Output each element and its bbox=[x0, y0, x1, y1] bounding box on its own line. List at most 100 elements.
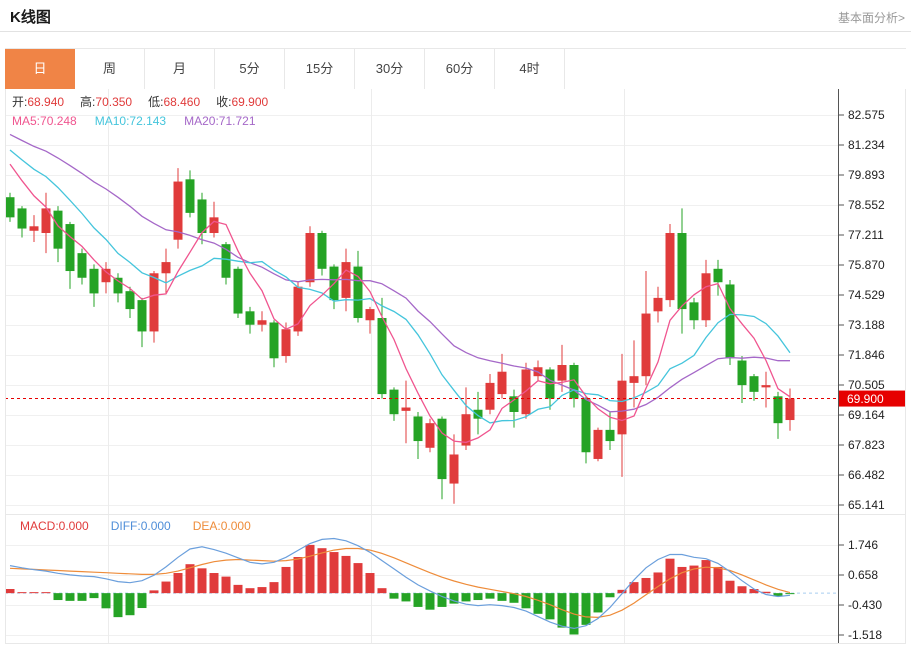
macd-bar bbox=[497, 593, 507, 601]
macd-bar bbox=[245, 588, 255, 594]
macd-bar bbox=[425, 593, 435, 610]
diff-line bbox=[9, 537, 791, 630]
macd-bar bbox=[773, 593, 783, 597]
legend-value: 71.721 bbox=[218, 114, 256, 128]
legend-label: 开: bbox=[12, 95, 28, 109]
ma20-line bbox=[9, 133, 790, 413]
candle-body bbox=[209, 217, 219, 234]
ma-legend: MA5:70.248 MA10:72.143 MA20:71.721 bbox=[12, 114, 256, 128]
candle-body bbox=[605, 429, 615, 442]
candle-body bbox=[173, 181, 183, 240]
candle-body bbox=[593, 429, 603, 459]
legend-value: 0.000 bbox=[220, 519, 251, 533]
macd-bar bbox=[341, 555, 351, 594]
legend-label: MA10: bbox=[94, 114, 130, 128]
macd-bar bbox=[485, 593, 495, 599]
tab-period-2[interactable]: 月 bbox=[145, 49, 215, 89]
candle-body bbox=[485, 382, 495, 410]
axis-tick-label: -1.518 bbox=[848, 628, 882, 642]
axis-tick-label: 75.870 bbox=[848, 258, 885, 272]
legend-item: MA5:70.248 bbox=[12, 114, 77, 128]
macd-bar bbox=[665, 558, 675, 594]
tab-period-1[interactable]: 周 bbox=[75, 49, 145, 89]
candle-body bbox=[317, 233, 327, 269]
macd-bar bbox=[161, 581, 171, 594]
legend-label: DEA: bbox=[192, 519, 221, 533]
tab-period-6[interactable]: 60分 bbox=[425, 49, 495, 89]
page-title: K线图 bbox=[10, 9, 51, 26]
candle-body bbox=[665, 233, 675, 301]
macd-bar bbox=[581, 593, 591, 625]
legend-item: MA20:71.721 bbox=[184, 114, 255, 128]
candle-body bbox=[749, 376, 759, 392]
legend-item: DIFF:0.000 bbox=[111, 519, 171, 533]
tab-period-5[interactable]: 30分 bbox=[355, 49, 425, 89]
tab-period-7[interactable]: 4时 bbox=[495, 49, 565, 89]
axis-tick-label: 65.141 bbox=[848, 498, 885, 512]
legend-value: 70.248 bbox=[40, 114, 77, 128]
candle-body bbox=[233, 268, 243, 314]
axis-tick-label: 81.234 bbox=[848, 138, 885, 152]
axis-tick-label: 73.188 bbox=[848, 318, 885, 332]
fundamental-analysis-link[interactable]: 基本面分析> bbox=[837, 11, 905, 25]
macd-bar bbox=[449, 593, 459, 604]
candle-body bbox=[413, 416, 423, 442]
macd-bar bbox=[197, 568, 207, 594]
macd-bar bbox=[389, 593, 399, 599]
macd-bar bbox=[89, 593, 99, 599]
candle-body bbox=[17, 208, 27, 229]
panel-borders: 82.575 81.234 79.893 78.552 77.211 75.870 74.5… bbox=[5, 88, 906, 644]
macd-bar bbox=[593, 593, 603, 613]
macd-bar bbox=[725, 580, 735, 594]
candle-body bbox=[77, 253, 87, 278]
candle-body bbox=[137, 300, 147, 332]
macd-bar bbox=[413, 593, 423, 607]
macd-bar bbox=[761, 591, 771, 594]
macd-bar bbox=[365, 573, 375, 594]
candle-body bbox=[737, 360, 747, 386]
tab-period-3[interactable]: 5分 bbox=[215, 49, 285, 89]
candle-body bbox=[281, 329, 291, 357]
macd-bar bbox=[785, 593, 795, 595]
tab-period-4[interactable]: 15分 bbox=[285, 49, 355, 89]
axis-tick-label: 82.575 bbox=[848, 108, 885, 122]
macd-bar bbox=[17, 592, 27, 594]
legend-item: DEA:0.000 bbox=[193, 519, 251, 533]
candle-body bbox=[101, 268, 111, 283]
dea-line bbox=[9, 547, 791, 619]
legend-label: 收: bbox=[216, 95, 232, 109]
candle-body bbox=[437, 418, 447, 480]
macd-bar bbox=[461, 593, 471, 602]
axis-tick-label: 66.482 bbox=[848, 468, 885, 482]
legend-label: MA5: bbox=[12, 114, 41, 128]
candle-body bbox=[65, 224, 75, 272]
candle-body bbox=[29, 226, 39, 231]
candle-body bbox=[269, 322, 279, 359]
candle-body bbox=[365, 309, 375, 321]
macd-bar bbox=[257, 587, 267, 594]
candle-body bbox=[701, 273, 711, 321]
gridlines bbox=[5, 88, 838, 643]
candle-body bbox=[257, 320, 267, 325]
legend-value: 0.000 bbox=[58, 519, 89, 533]
macd-bar bbox=[545, 593, 555, 620]
macd-bar bbox=[401, 593, 411, 602]
candle-body bbox=[293, 286, 303, 332]
tab-period-0[interactable]: 日 bbox=[5, 49, 75, 89]
ma10-line bbox=[9, 149, 791, 424]
axis-tick-label: 74.529 bbox=[848, 288, 885, 302]
candle-body bbox=[497, 371, 507, 395]
macd-bar bbox=[269, 582, 279, 594]
macd-bar bbox=[557, 593, 567, 628]
macd-bar bbox=[281, 566, 291, 594]
legend-label: 低: bbox=[148, 95, 164, 109]
legend-item: 高:70.350 bbox=[80, 93, 132, 110]
candle-body bbox=[581, 398, 591, 453]
axis-tick-label: 69.164 bbox=[848, 408, 885, 422]
macd-bar bbox=[29, 592, 39, 594]
macd-bar bbox=[233, 584, 243, 594]
candle-body bbox=[773, 396, 783, 424]
macd-bar bbox=[617, 589, 627, 594]
